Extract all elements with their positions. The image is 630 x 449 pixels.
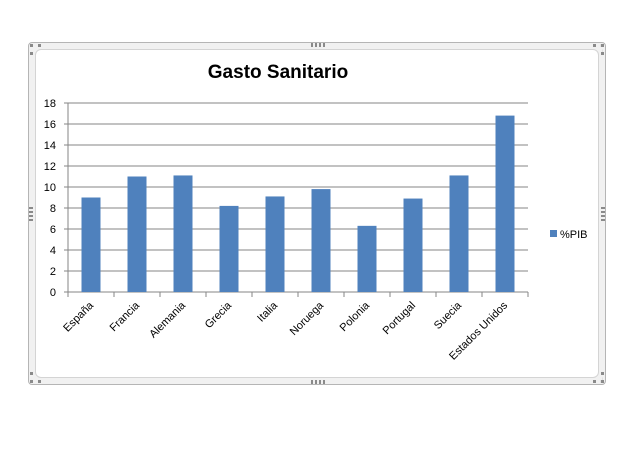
resize-handle-top-right[interactable] [593,44,604,55]
x-tick-label: Italia [255,299,281,325]
resize-handle-top-left[interactable] [30,44,41,55]
bar-7 [403,198,423,292]
y-tick-label: 2 [50,266,56,278]
x-tick-labels: España Francia Alemania Grecia Italia Noruega… [61,299,510,363]
legend: %PIB [550,229,588,241]
resize-handle-left[interactable] [29,207,33,221]
y-tick-label: 14 [44,140,56,152]
y-tick-label: 6 [50,224,56,236]
bar-9 [495,115,515,292]
bar-5 [311,189,331,292]
bars [81,115,515,292]
resize-handle-bottom-right[interactable] [593,372,604,383]
y-tick-label: 12 [44,161,56,173]
y-tick-labels: 0 2 4 6 8 10 12 14 16 18 [44,98,56,299]
x-tick-label: Portugal [381,300,418,337]
bar-6 [357,225,377,292]
y-tick-label: 16 [44,119,56,131]
resize-handle-bottom[interactable] [311,380,325,384]
x-tick-label: Francia [108,299,143,334]
bar-4 [265,196,285,292]
legend-swatch [550,230,557,237]
legend-label: %PIB [560,229,588,241]
y-tick-label: 0 [50,287,56,299]
resize-handle-right[interactable] [601,207,605,221]
bar-3 [219,205,239,292]
bar-0 [81,197,101,292]
x-tick-label: Grecia [203,299,235,331]
x-tick-label: Noruega [288,299,327,338]
x-tick-label: España [61,299,96,334]
resize-handle-bottom-left[interactable] [30,372,41,383]
y-tick-label: 10 [44,182,56,194]
x-tick-label: Alemania [147,299,189,341]
bar-1 [127,176,147,292]
bar-8 [449,175,469,292]
y-tick-label: 8 [50,203,56,215]
chart-title: Gasto Sanitario [208,62,348,83]
resize-handle-top[interactable] [311,43,325,47]
x-tick-label: Suecia [432,299,465,332]
y-tick-label: 18 [44,98,56,110]
y-tick-label: 4 [50,245,56,257]
bar-2 [173,175,193,292]
x-tick-label: Polonia [338,299,373,334]
